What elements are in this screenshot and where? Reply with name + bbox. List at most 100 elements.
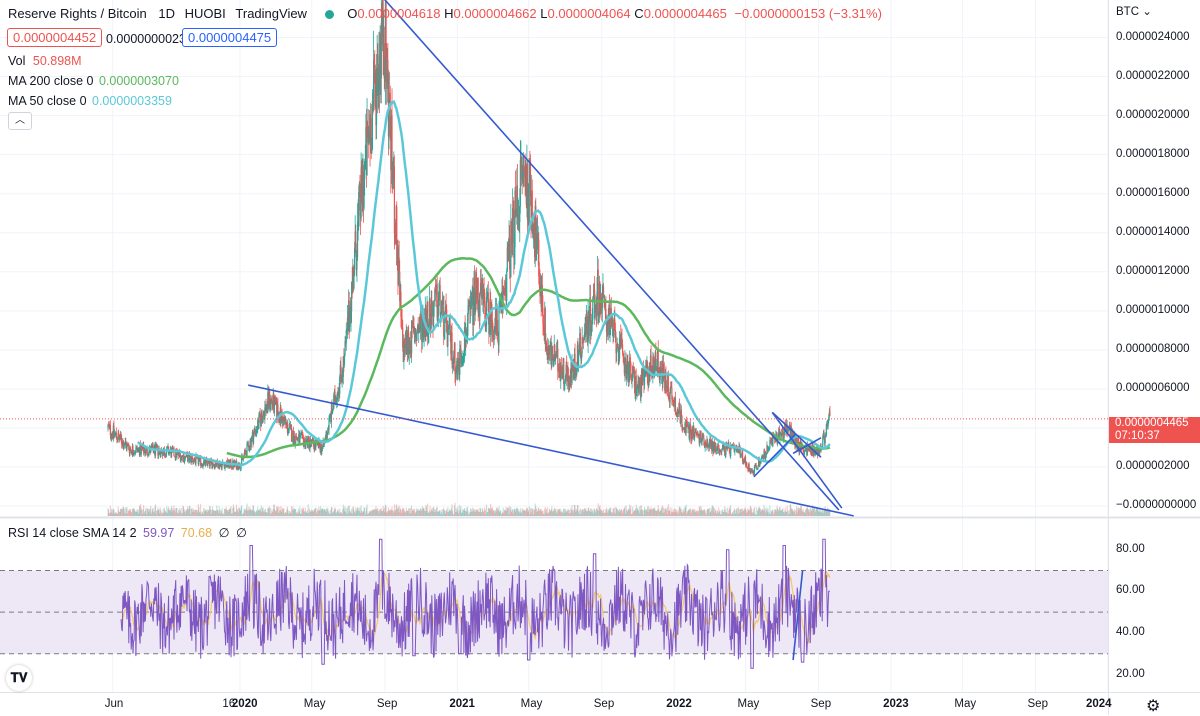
volume-bar (257, 506, 259, 516)
volume-bar (570, 510, 572, 516)
volume-bar (412, 510, 414, 516)
volume-bar (657, 505, 659, 516)
volume-bar (616, 508, 618, 516)
volume-bar (424, 510, 426, 516)
rsi-line (120, 538, 830, 669)
volume-bar (153, 512, 155, 516)
candle-body (646, 362, 649, 384)
interval-label[interactable]: 1D (158, 6, 175, 21)
volume-bar (144, 511, 146, 516)
volume-bar (573, 504, 575, 516)
volume-bar (500, 510, 502, 516)
trendline (248, 384, 854, 517)
collapse-legend-button[interactable]: ︿ (8, 112, 32, 130)
candle-body (717, 445, 719, 451)
volume-bar (779, 506, 781, 516)
candle-body (739, 445, 741, 448)
volume-bar (199, 511, 201, 516)
volume-bar (242, 512, 244, 516)
volume-bar (216, 505, 218, 516)
volume-bar (668, 510, 670, 516)
volume-bar (634, 510, 636, 516)
volume-bar (553, 509, 555, 516)
volume-bar (677, 510, 679, 516)
volume-bar (829, 509, 831, 516)
candle-body (479, 292, 481, 317)
candle-body (498, 308, 500, 346)
volume-bar (430, 510, 432, 516)
volume-bar (146, 514, 148, 516)
volume-bar (273, 504, 275, 516)
volume-bar (314, 508, 316, 516)
volume-bar (230, 505, 232, 516)
candle-body (510, 221, 513, 241)
trendline (771, 411, 843, 509)
volume-bar (764, 507, 766, 516)
rsi-indicator[interactable]: RSI 14 close SMA 14 2 59.97 70.68 ∅ ∅ (8, 525, 247, 540)
volume-bar (649, 508, 651, 516)
vol-indicator[interactable]: Vol 50.898M (8, 54, 82, 68)
volume-bar (261, 512, 263, 516)
volume-bar (821, 511, 823, 516)
candle-body (120, 433, 122, 439)
candle-body (499, 297, 501, 308)
symbol-title[interactable]: Reserve Rights / Bitcoin (8, 6, 147, 21)
volume-bar (603, 509, 605, 516)
candle-body (532, 231, 535, 238)
volume-bar (518, 510, 520, 516)
volume-bar (763, 504, 765, 516)
trendlines[interactable] (248, 0, 854, 517)
price-tick-label: 0.0000012000 (1116, 264, 1190, 277)
candle-body (667, 375, 669, 398)
candle-body (371, 149, 373, 154)
ma50-indicator[interactable]: MA 50 close 0 0.0000003359 (8, 94, 172, 108)
volume-bar (518, 511, 520, 516)
volume-bar (378, 512, 380, 516)
volume-bar (574, 505, 576, 516)
volume-bar (714, 507, 716, 516)
volume-bar (828, 508, 830, 516)
volume-bar (272, 511, 274, 516)
volume-bar (481, 507, 483, 516)
volume-bar (622, 513, 624, 516)
volume-bar (804, 512, 806, 516)
volume-bar (203, 511, 205, 516)
volume-bar (166, 506, 168, 516)
candle-body (335, 397, 337, 403)
candle-body (418, 331, 420, 334)
volume-bar (542, 510, 544, 516)
candle-body (206, 459, 208, 463)
currency-selector[interactable]: BTC ⌄ (1116, 4, 1152, 18)
volume-bar (693, 508, 695, 516)
candle-body (705, 446, 707, 447)
volume-bar (449, 509, 451, 516)
volume-bar (753, 507, 755, 516)
candle-body (819, 449, 821, 453)
candle-body (392, 167, 394, 189)
volume-bar (235, 504, 237, 516)
volume-bar (281, 507, 283, 516)
ma200-indicator[interactable]: MA 200 close 0 0.0000003070 (8, 74, 179, 88)
settings-gear-icon[interactable]: ⚙ (1146, 698, 1161, 715)
volume-bar (245, 510, 247, 516)
volume-bar (338, 511, 340, 516)
candle-body (699, 433, 701, 444)
sell-price-box[interactable]: 0.0000004452 (7, 28, 103, 47)
candle-body (409, 341, 412, 354)
candle-body (767, 450, 769, 452)
volume-bar (573, 509, 575, 516)
tradingview-logo-icon[interactable]: 𝐓𝐕 (6, 665, 32, 691)
candle-body (588, 313, 590, 337)
volume-bar (392, 510, 394, 516)
volume-bar (270, 508, 272, 516)
candle-body (445, 306, 447, 310)
volume-bar (575, 508, 577, 516)
candle-body (632, 366, 634, 368)
candle-body (671, 387, 673, 400)
volume-bar (459, 504, 461, 516)
candle-body (829, 412, 831, 416)
buy-price-box[interactable]: 0.0000004475 (182, 28, 278, 47)
volume-bar (193, 509, 195, 516)
volume-bar (784, 507, 786, 516)
